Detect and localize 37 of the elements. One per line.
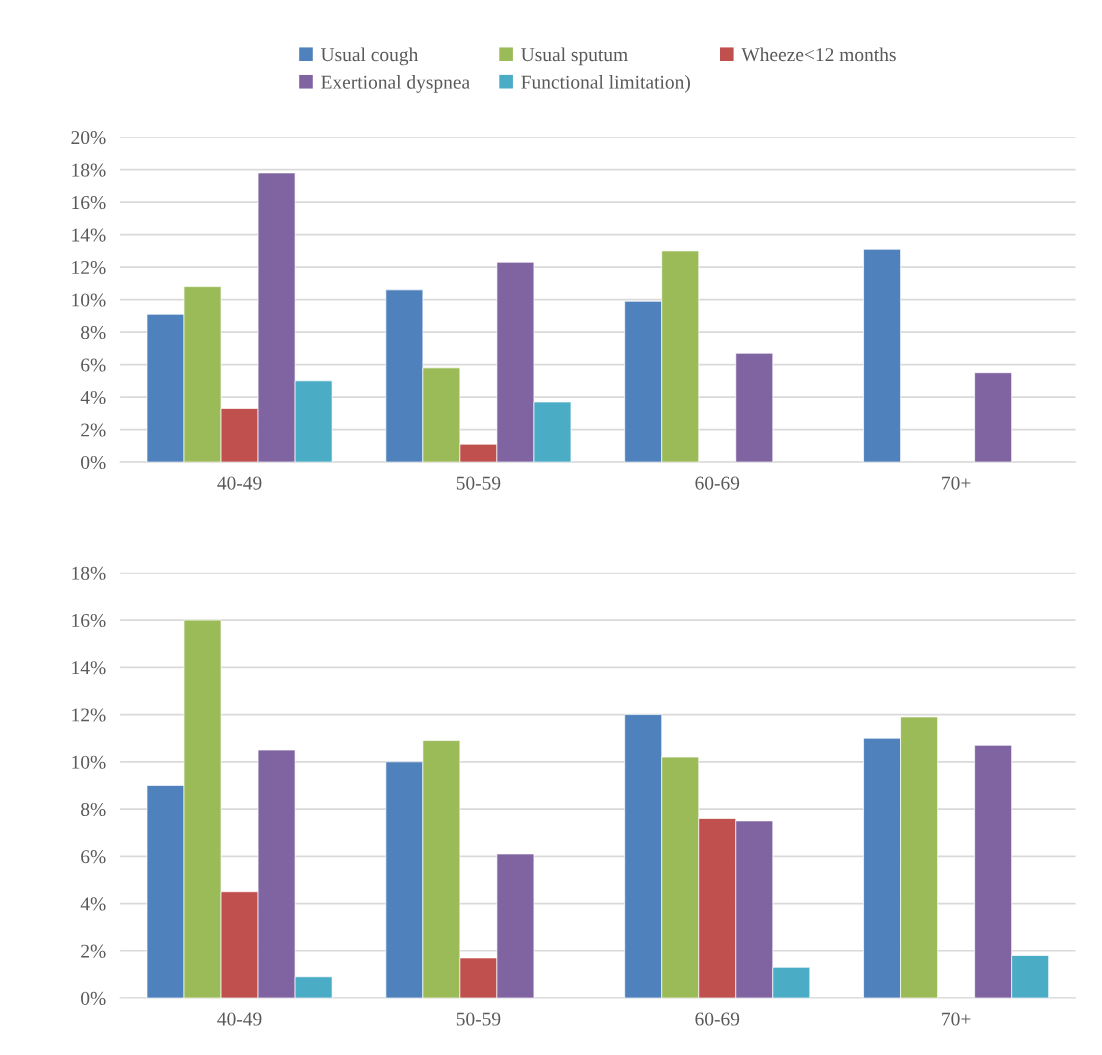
y-tick-label: 6% (81, 358, 106, 372)
x-tick-label: 60-69 (695, 1012, 740, 1026)
y-tick-label: 10% (72, 755, 106, 769)
x-tick-label: 70+ (942, 476, 971, 490)
y-tick-label: 18% (72, 163, 106, 177)
y-tick-label: 4% (80, 390, 106, 405)
x-tick-label: 50-59 (456, 476, 501, 490)
y-tick-label: 2% (81, 423, 106, 437)
bar (863, 248, 901, 463)
legend-label: Exertional dyspnea (321, 75, 470, 93)
legend-label: Usual sputum (521, 47, 628, 66)
y-tick-label: 14% (72, 661, 106, 675)
legend-label: Usual cough (320, 47, 419, 66)
x-tick-label: 40-49 (217, 476, 262, 490)
y-tick-label: 10% (72, 293, 106, 307)
y-tick-label: 12% (72, 708, 106, 722)
y-tick-label: 14% (72, 228, 106, 242)
x-tick-label: 50-59 (456, 1012, 501, 1026)
legend-label: Functional limitation) (521, 75, 690, 93)
y-tick-label: 16% (72, 613, 106, 628)
x-tick-label: 60-69 (695, 476, 740, 490)
y-tick-label: 8% (81, 802, 106, 817)
legend-label: Wheeze<12 months (741, 47, 896, 62)
bar (974, 372, 1013, 463)
x-tick-label: 70+ (942, 1012, 971, 1026)
y-tick-label: 2% (81, 944, 106, 958)
bar (735, 352, 774, 463)
y-tick-label: 8% (81, 325, 106, 340)
y-tick-label: 18% (72, 566, 106, 580)
x-tick-label: 40-49 (217, 1012, 262, 1026)
y-tick-label: 4% (80, 897, 106, 911)
y-tick-label: 0% (81, 991, 106, 1006)
y-tick-label: 16% (72, 195, 106, 210)
y-tick-label: 0% (81, 455, 106, 470)
y-tick-label: 20% (71, 130, 106, 145)
y-tick-label: 12% (72, 260, 106, 275)
y-tick-label: 6% (81, 850, 106, 864)
